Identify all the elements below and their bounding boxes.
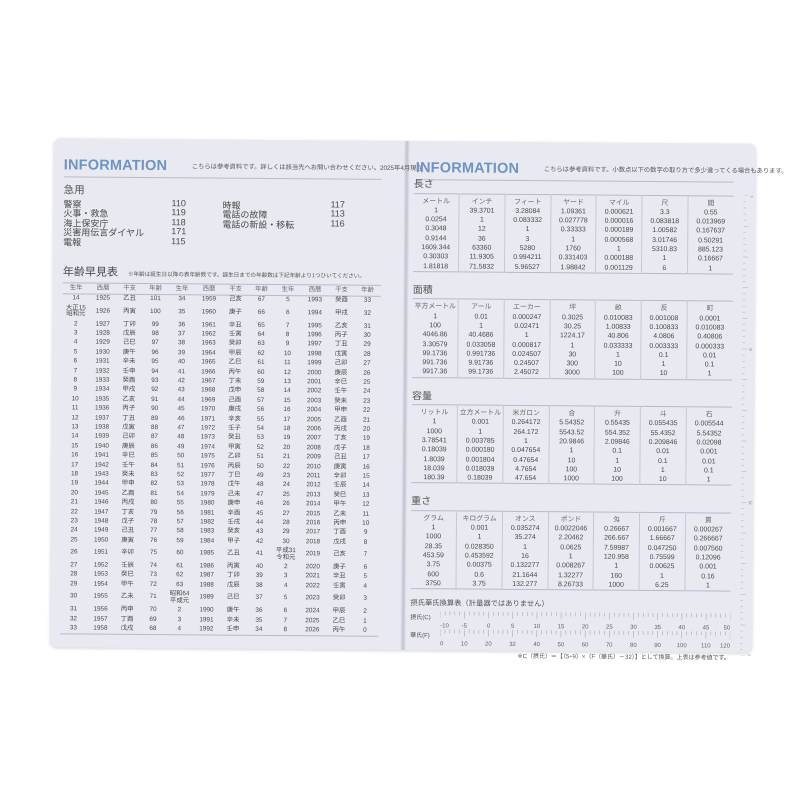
svg-text:40: 40: [533, 642, 540, 648]
svg-text:50: 50: [558, 642, 565, 648]
svg-text:0: 0: [440, 641, 444, 647]
svg-text:20: 20: [485, 642, 492, 648]
svg-text:70: 70: [606, 643, 613, 649]
svg-text:60: 60: [582, 642, 589, 648]
svg-text:90: 90: [654, 643, 661, 649]
svg-text:100: 100: [677, 643, 688, 649]
svg-text:80: 80: [630, 643, 637, 649]
svg-text:110: 110: [701, 643, 711, 649]
svg-text:15: 15: [747, 654, 752, 656]
svg-text:10: 10: [461, 641, 468, 647]
svg-text:120: 120: [720, 643, 730, 649]
svg-text:32: 32: [509, 642, 516, 648]
